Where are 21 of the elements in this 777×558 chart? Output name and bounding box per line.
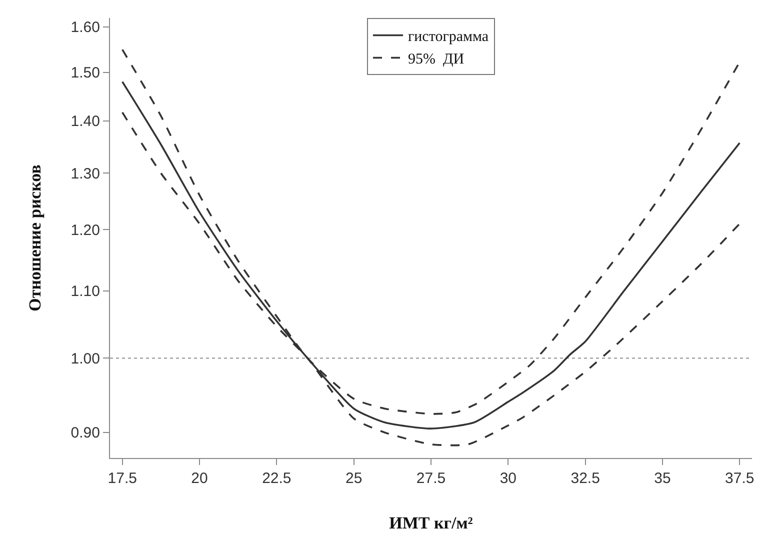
y-tick-label: 1.20 [70, 222, 100, 239]
y-tick-label: 1.30 [70, 165, 100, 182]
x-tick-label: 20 [191, 470, 208, 487]
y-tick-label: 1.60 [70, 19, 100, 36]
x-axis-title: ИМТ кг/м² [389, 513, 473, 532]
x-tick-label: 32.5 [570, 470, 600, 487]
x-tick-label: 17.5 [108, 470, 137, 487]
legend-label: 95% ДИ [408, 52, 464, 68]
x-tick-label: 22.5 [262, 470, 292, 487]
x-tick-label: 30 [500, 470, 517, 487]
y-tick-label: 1.40 [70, 113, 100, 130]
y-tick-label: 1.10 [70, 283, 100, 300]
legend-label: гистограмма [408, 29, 489, 46]
x-tick-label: 25 [345, 470, 362, 487]
y-tick-label: 1.00 [70, 350, 100, 368]
x-tick-label: 27.5 [416, 470, 446, 487]
y-tick-label: 1.50 [70, 64, 100, 82]
x-tick-label: 35 [654, 470, 671, 487]
x-tick-label: 37.5 [725, 470, 754, 487]
y-tick-label: 0.90 [70, 424, 100, 442]
y-axis-title: Отношение рисков [25, 164, 44, 312]
